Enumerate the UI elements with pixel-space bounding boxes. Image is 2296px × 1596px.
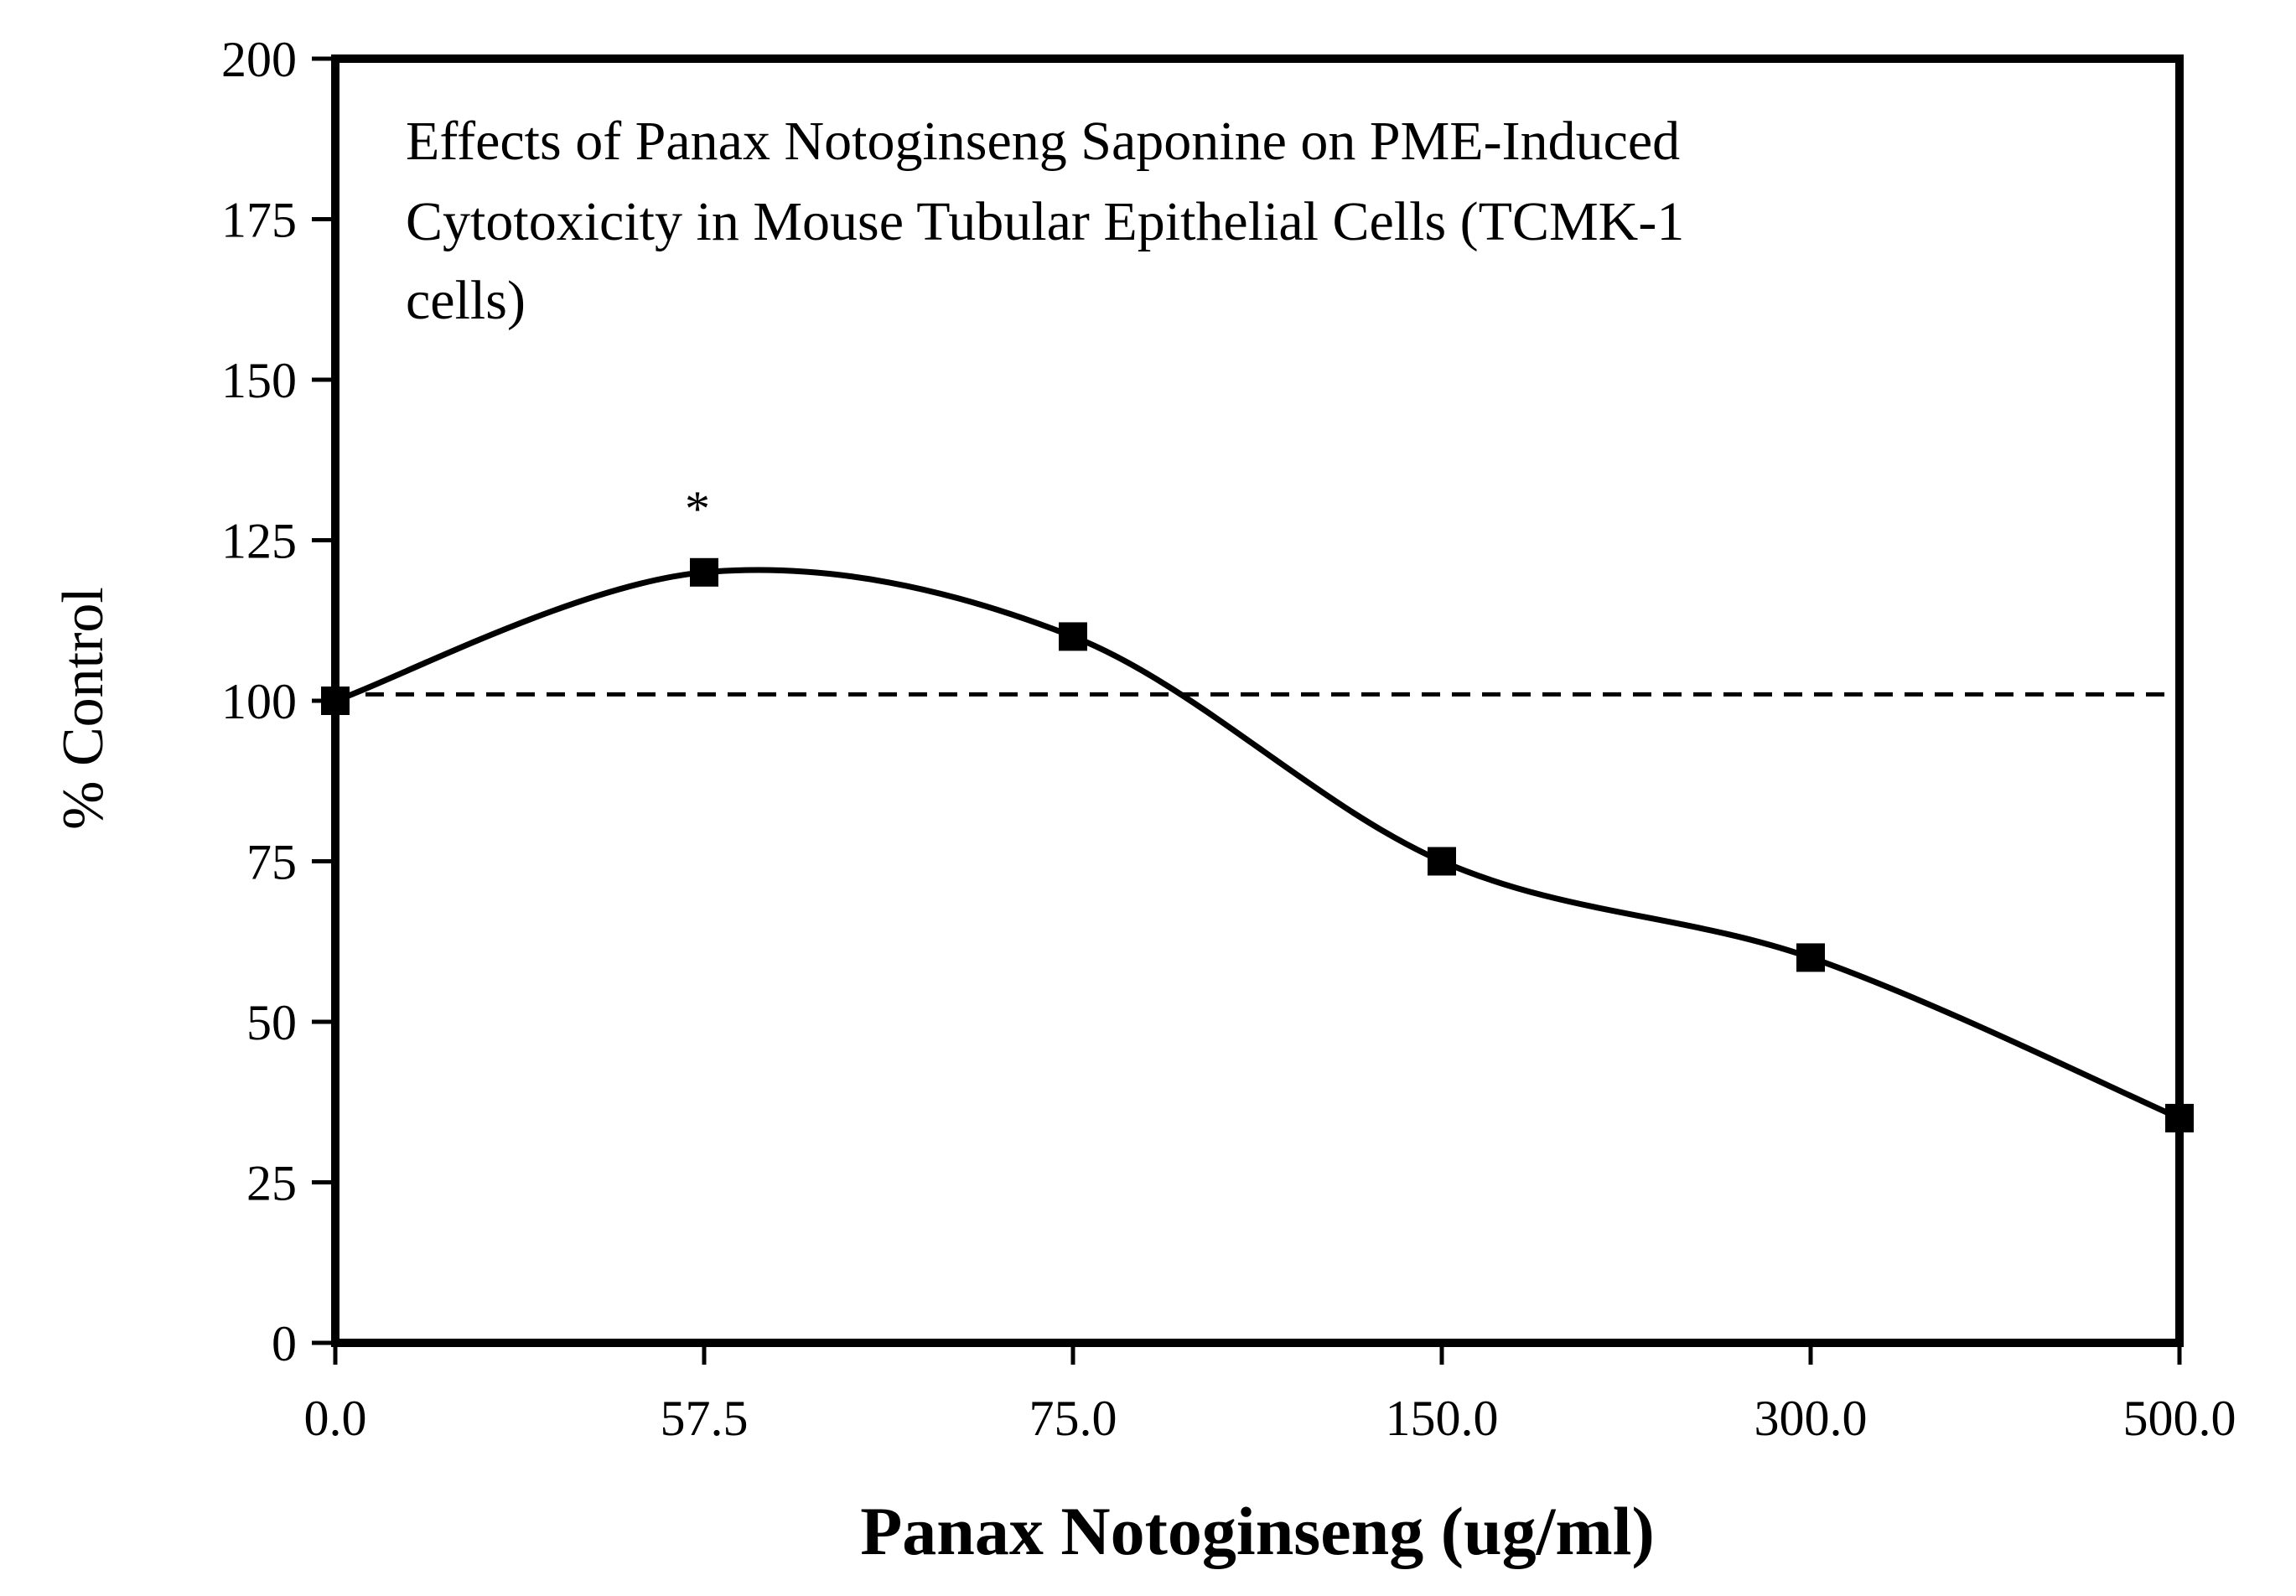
y-tick-label: 75 [246,835,297,890]
x-tick-label: 75.0 [1029,1391,1117,1446]
y-tick-label: 125 [221,514,297,569]
data-point-75.0 [1059,622,1087,651]
y-tick-label: 175 [221,193,297,248]
data-point-500.0 [2165,1103,2194,1132]
x-axis: 0.0 57.5 75.0 150.0 300.0 500.0 [304,1343,2236,1446]
y-tick-label: 100 [221,674,297,729]
data-point-0.0 [321,687,350,715]
y-axis: 0 25 50 75 100 125 150 175 200 [221,32,335,1371]
x-axis-title: Panax Notoginseng (ug/ml) [860,1493,1655,1569]
x-tick-label: 0.0 [304,1391,367,1446]
significance-asterisk: * [685,481,710,536]
annotations: * [685,481,710,536]
y-tick-label: 200 [221,32,297,87]
chart-title-line-3: cells) [406,270,526,331]
data-point-150.0 [1428,847,1456,876]
x-tick-label: 300.0 [1754,1391,1868,1446]
y-tick-label: 150 [221,353,297,408]
x-tick-label: 150.0 [1386,1391,1499,1446]
x-tick-label: 500.0 [2123,1391,2236,1446]
chart-title-line-2: Cytotoxicity in Mouse Tubular Epithelial… [406,191,1684,252]
chart-title-line-1: Effects of Panax Notoginseng Saponine on… [406,111,1680,172]
y-axis-title: % Control [51,587,116,830]
data-markers [321,557,2194,1132]
chart-title: Effects of Panax Notoginseng Saponine on… [406,111,1698,331]
y-tick-label: 25 [246,1156,297,1211]
y-tick-label: 0 [272,1316,297,1371]
data-point-57.5 [690,557,718,587]
y-tick-label: 50 [246,995,297,1050]
data-point-300.0 [1796,943,1825,972]
x-tick-label: 57.5 [661,1391,749,1446]
series-line [334,567,2181,1122]
